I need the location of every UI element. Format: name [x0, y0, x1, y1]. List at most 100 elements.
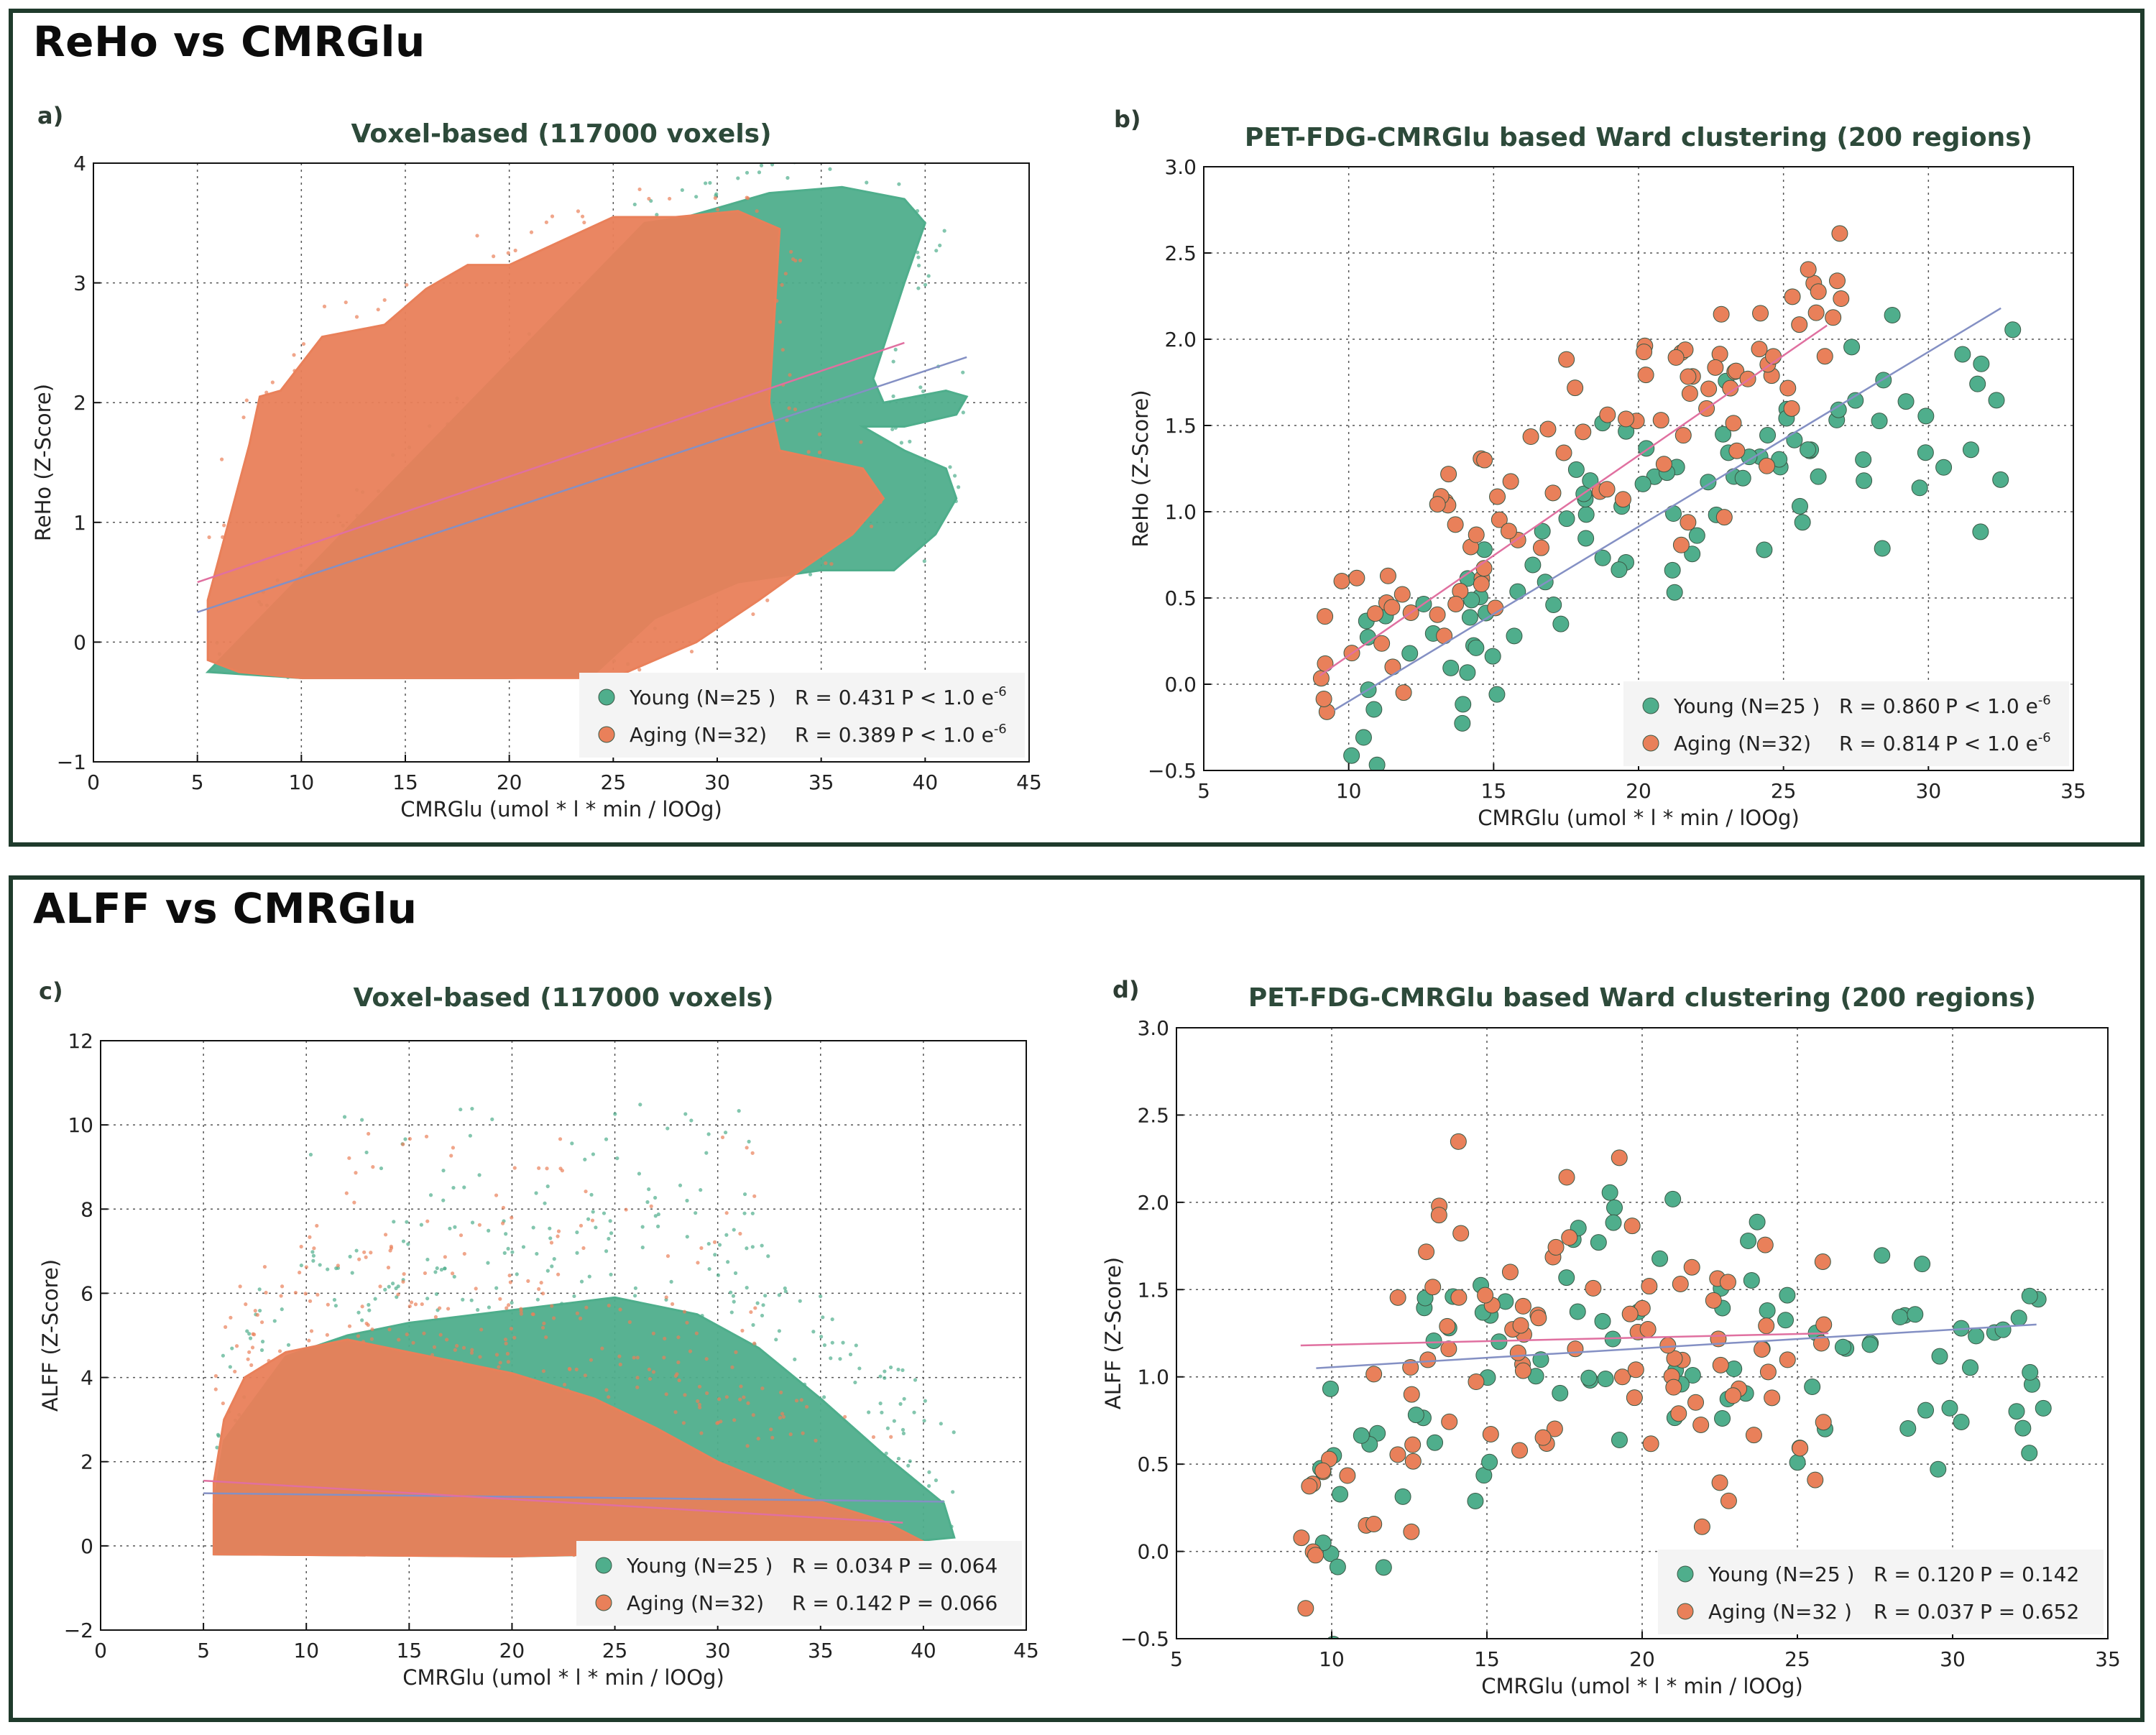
scatter-point [733, 1271, 738, 1275]
scatter-point [602, 1211, 607, 1215]
scatter-point [713, 196, 717, 201]
scatter-point [558, 1137, 563, 1141]
scatter-point [906, 1463, 911, 1468]
scatter-point [470, 1106, 474, 1111]
scatter-point [459, 1361, 464, 1365]
scatter-point [1468, 639, 1485, 656]
scatter-point [766, 1254, 770, 1258]
scatter-point [1301, 1478, 1318, 1495]
scatter-point [1800, 441, 1817, 459]
scatter-point [884, 1451, 888, 1455]
scatter-point [942, 229, 946, 233]
scatter-point [694, 195, 699, 199]
scatter-point [717, 1397, 722, 1402]
scatter-point [1652, 412, 1669, 429]
scatter-point [786, 175, 790, 180]
scatter-point [1875, 372, 1892, 389]
scatter-point [717, 1243, 722, 1247]
scatter-point [775, 299, 779, 303]
scatter-point [1545, 596, 1562, 613]
x-tick-label: 30 [705, 1639, 731, 1662]
scatter-point [656, 1224, 660, 1228]
y-tick-label: 0.0 [1137, 1540, 1169, 1564]
scatter-point [746, 196, 750, 201]
scatter-point [788, 1432, 793, 1437]
scatter-point [1512, 1317, 1529, 1334]
legend-marker-young [1677, 1565, 1694, 1583]
legend-label-young: Young (N=25 ) [1708, 1563, 1854, 1586]
scatter-point [1794, 514, 1811, 531]
scatter-point [475, 234, 479, 238]
scatter-point [1544, 484, 1562, 502]
scatter-point [1666, 1350, 1683, 1367]
scatter-point [1547, 1238, 1565, 1256]
scatter-point [357, 1257, 361, 1261]
scatter-point [264, 1290, 268, 1295]
scatter-point [737, 1109, 741, 1113]
scatter-point [670, 1302, 675, 1307]
scatter-point [1810, 283, 1827, 300]
scatter-point [1585, 1279, 1602, 1297]
scatter-point [531, 1225, 535, 1230]
scatter-point [326, 1302, 330, 1307]
scatter-point [562, 1382, 567, 1387]
scatter-point [707, 1266, 711, 1271]
scatter-point [1348, 569, 1365, 586]
scatter-point [753, 1306, 757, 1310]
scatter-point [461, 1345, 466, 1350]
scatter-point [1911, 479, 1928, 497]
scatter-point [1719, 1274, 1736, 1291]
legend-label-young: Young (N=25 ) [1673, 694, 1820, 718]
x-tick-label: 20 [497, 770, 522, 794]
scatter-point [730, 1365, 734, 1369]
scatter-point [777, 1293, 781, 1297]
legend-p-exponent: -6 [2038, 693, 2051, 708]
legend-label-young: Young (N=25 ) [626, 1554, 773, 1578]
scatter-point [867, 1410, 871, 1414]
scatter-point [1752, 305, 1769, 322]
scatter-point [637, 1172, 642, 1176]
scatter-point [1642, 1435, 1659, 1453]
scatter-point [2008, 1403, 2025, 1420]
scatter-point [848, 1352, 853, 1357]
scatter-point [453, 1348, 457, 1352]
scatter-point [1917, 1402, 1935, 1419]
scatter-point [632, 1356, 636, 1360]
scatter-point [1992, 471, 2009, 488]
scatter-point [1789, 1454, 1806, 1471]
scatter-point [2021, 1287, 2038, 1304]
scatter-point [490, 1117, 494, 1121]
scatter-point [808, 572, 813, 576]
scatter-point [1641, 1278, 1658, 1295]
series-young [1312, 1184, 2052, 1639]
scatter-point [798, 258, 803, 262]
scatter-point [245, 1329, 249, 1333]
scatter-point [664, 1392, 668, 1396]
scatter-point [350, 1271, 354, 1275]
y-tick-label: 2 [73, 391, 86, 415]
scatter-point [1332, 1486, 1349, 1503]
scatter-point [356, 1310, 361, 1315]
scatter-point [244, 398, 249, 402]
scatter-point [934, 249, 939, 253]
scatter-point [422, 1331, 426, 1335]
scatter-point [1611, 1432, 1628, 1448]
scatter-point [568, 1367, 572, 1371]
scatter-point [1711, 1474, 1728, 1491]
scatter-point [576, 209, 581, 213]
scatter-point [1814, 1253, 1831, 1270]
legend-p-value: P = 0.064 [898, 1554, 998, 1578]
fit-line-aging [1319, 324, 1828, 677]
scatter-point [535, 1251, 539, 1256]
scatter-point [1759, 1302, 1776, 1319]
scatter-point [1962, 1359, 1979, 1376]
scatter-point [589, 1192, 594, 1197]
scatter-point [696, 1261, 700, 1265]
scatter-point [1664, 1190, 1682, 1207]
scatter-point [1404, 1453, 1422, 1470]
plot-data [203, 1103, 956, 1558]
x-tick-label: 45 [1016, 770, 1042, 794]
scatter-point [574, 1367, 579, 1371]
scatter-point [1667, 349, 1685, 366]
scatter-point [260, 1340, 265, 1344]
